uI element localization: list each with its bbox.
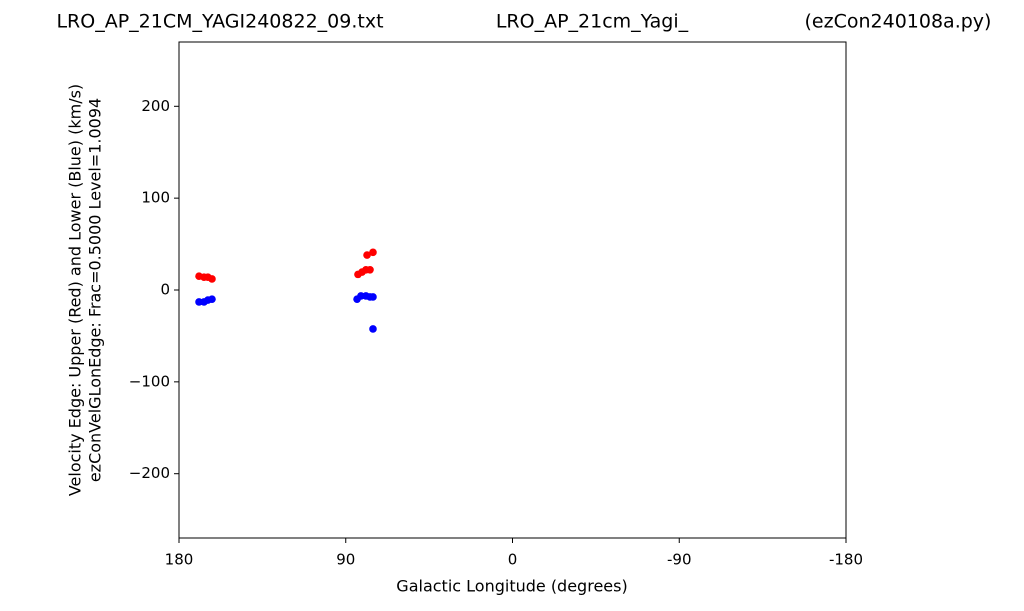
point	[208, 275, 216, 283]
station-title: LRO_AP_21cm_Yagi_	[496, 11, 689, 33]
y-tick-label: 200	[141, 97, 170, 115]
file-title: LRO_AP_21CM_YAGI240822_09.txt	[56, 11, 383, 33]
x-tick-label: 180	[165, 551, 194, 569]
point	[369, 293, 377, 301]
y-tick-label: 100	[141, 189, 170, 207]
plot-frame	[178, 41, 847, 539]
point	[208, 295, 216, 303]
point	[366, 265, 374, 274]
y-tick-label: −100	[129, 372, 170, 390]
x-tick-label: -180	[829, 551, 863, 569]
y-tick-label: 0	[160, 281, 170, 299]
x-tick-label: 90	[336, 551, 355, 569]
y-tick-label: −200	[129, 464, 170, 482]
y-axis-label: ezConVelGLonEdge: Frac=0.5000 Level=1.00…	[86, 98, 105, 482]
x-axis-label: Galactic Longitude (degrees)	[396, 577, 627, 596]
point	[363, 251, 371, 259]
y-axis-label: Velocity Edge: Upper (Red) and Lower (Bl…	[66, 84, 85, 496]
x-tick-label: -90	[667, 551, 692, 569]
x-tick-label: 0	[508, 551, 518, 569]
program-title: (ezCon240108a.py)	[805, 11, 992, 33]
point	[369, 248, 377, 257]
point	[369, 325, 377, 333]
